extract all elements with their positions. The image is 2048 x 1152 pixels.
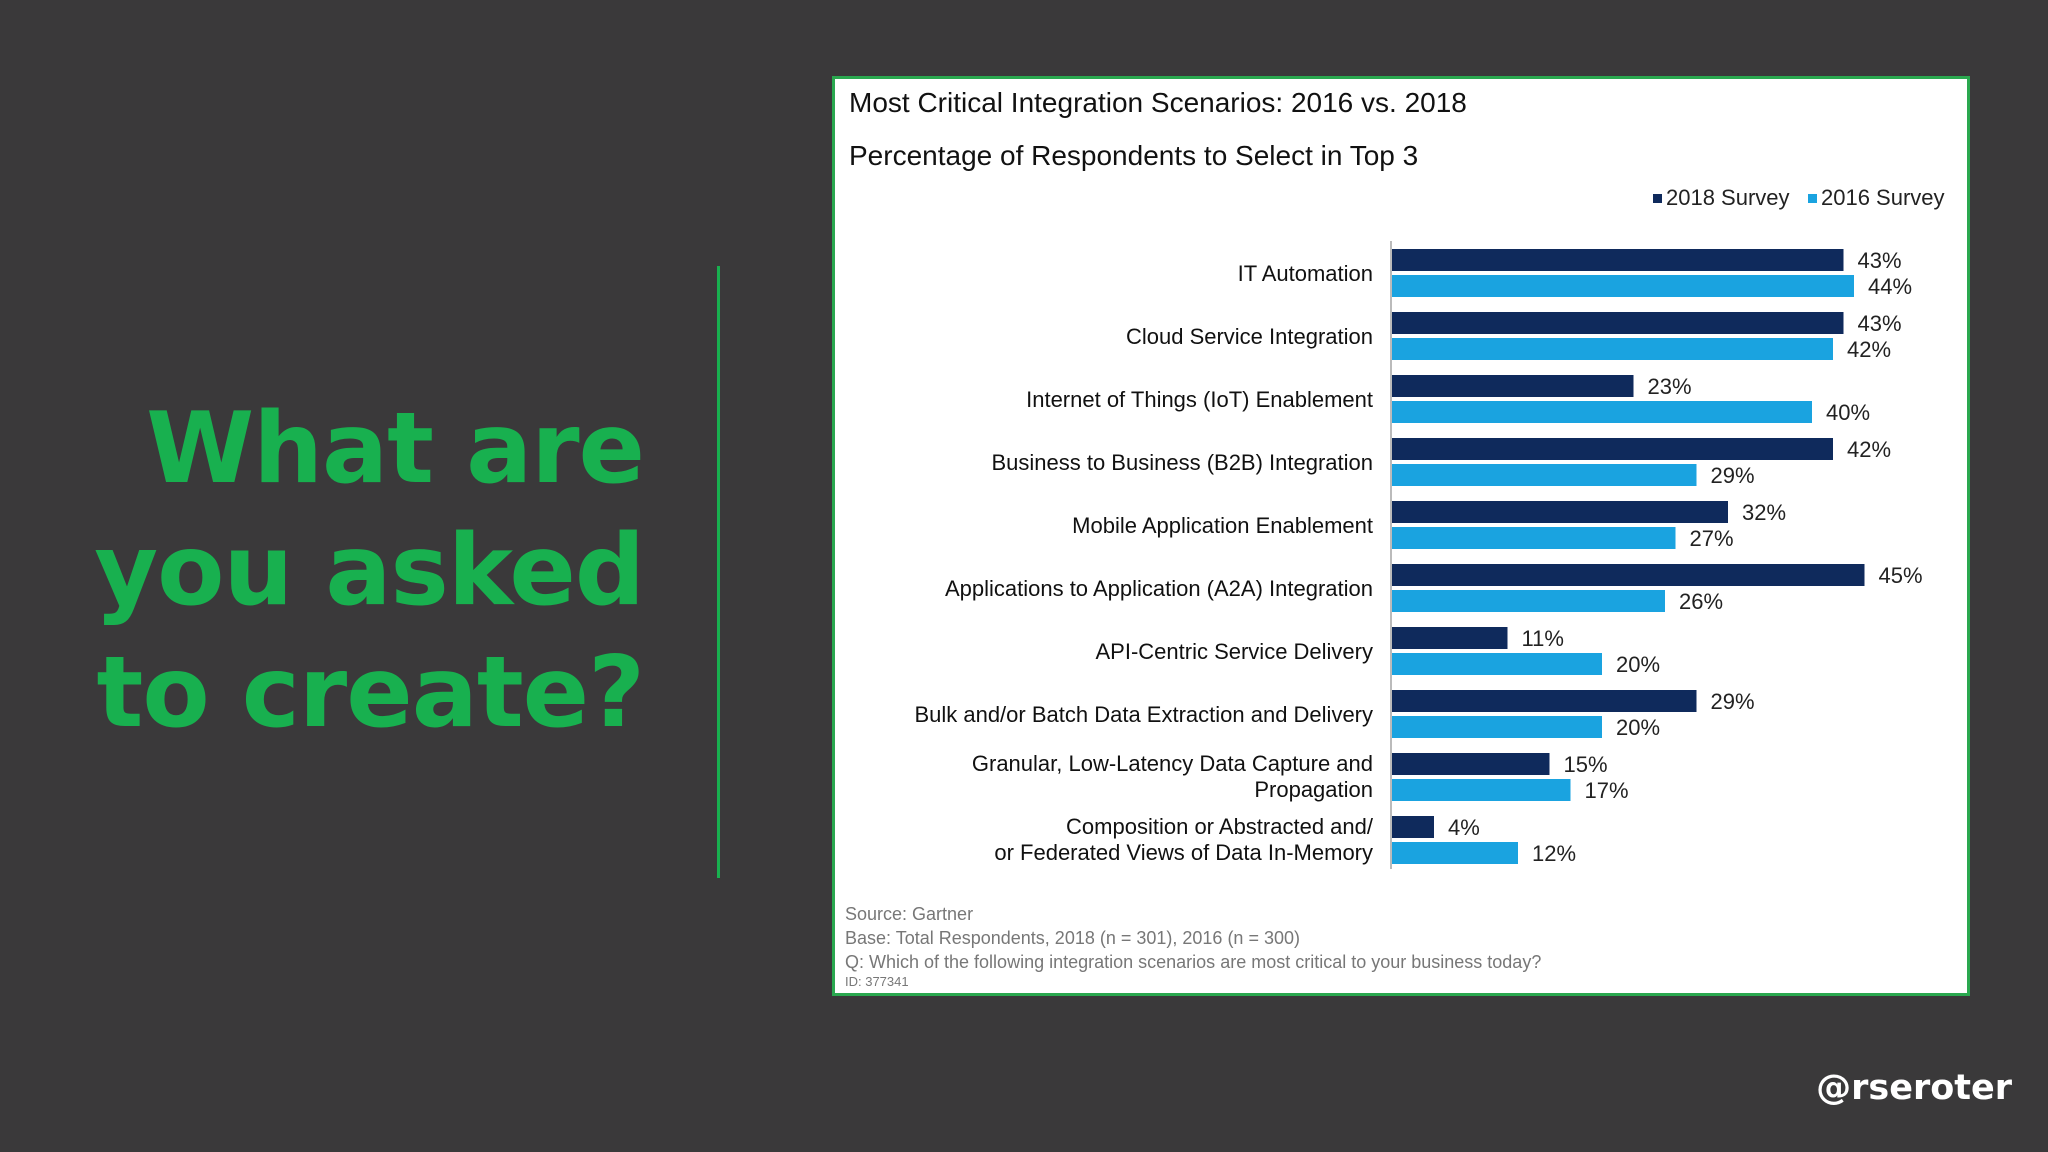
category-label: Mobile Application Enablement xyxy=(1072,513,1373,538)
bar-value-label: 12% xyxy=(1532,841,1576,866)
category-label: IT Automation xyxy=(1238,261,1373,286)
bar-2018-survey xyxy=(1392,564,1865,586)
bar-value-label: 45% xyxy=(1879,563,1923,588)
category-label-line: Propagation xyxy=(1254,777,1373,802)
category-label: Bulk and/or Batch Data Extraction and De… xyxy=(914,702,1373,727)
bar-value-label: 20% xyxy=(1616,715,1660,740)
category-label: Business to Business (B2B) Integration xyxy=(991,450,1373,475)
footnote-base: Base: Total Respondents, 2018 (n = 301),… xyxy=(845,928,1300,948)
category-label: Granular, Low-Latency Data Capture and Pr… xyxy=(972,751,1373,802)
category-label-line: Composition or Abstracted and/ xyxy=(1066,814,1374,839)
bar-2016-survey xyxy=(1392,464,1697,486)
bar-2016-survey xyxy=(1392,716,1602,738)
bar-2018-survey xyxy=(1392,375,1634,397)
headline-line: to create? xyxy=(96,636,645,750)
footnote-source: Source: Gartner xyxy=(845,904,973,924)
bar-value-label: 15% xyxy=(1564,752,1608,777)
bar-2018-survey xyxy=(1392,690,1697,712)
category-label-line: or Federated Views of Data In-Memory xyxy=(994,840,1373,865)
bar-2016-survey xyxy=(1392,779,1571,801)
category-label: Applications to Application (A2A) Integr… xyxy=(945,576,1373,601)
bar-value-label: 26% xyxy=(1679,589,1723,614)
headline-line: you asked xyxy=(94,514,645,628)
legend-swatch xyxy=(1808,194,1817,203)
category-label: Composition or Abstracted and/or Federat… xyxy=(994,814,1374,865)
bar-value-label: 29% xyxy=(1711,689,1755,714)
bar-value-label: 43% xyxy=(1858,311,1902,336)
category-label: API-Centric Service Delivery xyxy=(1095,639,1373,664)
category-label: Cloud Service Integration xyxy=(1126,324,1373,349)
bar-2018-survey xyxy=(1392,501,1728,523)
bar-value-label: 32% xyxy=(1742,500,1786,525)
bar-value-label: 40% xyxy=(1826,400,1870,425)
bar-value-label: 43% xyxy=(1858,248,1902,273)
chart-subtitle: Percentage of Respondents to Select in T… xyxy=(849,140,1418,171)
category-label-line: Granular, Low-Latency Data Capture and xyxy=(972,751,1373,776)
bar-2018-survey xyxy=(1392,753,1550,775)
footnote-question: Q: Which of the following integration sc… xyxy=(845,952,1541,972)
vertical-divider xyxy=(717,266,720,878)
legend-swatch xyxy=(1653,194,1662,203)
bar-value-label: 23% xyxy=(1648,374,1692,399)
bar-2018-survey xyxy=(1392,627,1508,649)
category-label: Internet of Things (IoT) Enablement xyxy=(1026,387,1373,412)
bar-2018-survey xyxy=(1392,249,1844,271)
legend-label: 2016 Survey xyxy=(1821,185,1945,210)
bar-value-label: 44% xyxy=(1868,274,1912,299)
chart-footnotes: Source: Gartner Base: Total Respondents,… xyxy=(845,904,1541,989)
bar-2016-survey xyxy=(1392,527,1676,549)
bar-value-label: 20% xyxy=(1616,652,1660,677)
bar-value-label: 4% xyxy=(1448,815,1480,840)
headline-line: What are xyxy=(146,392,645,506)
bar-2016-survey xyxy=(1392,590,1665,612)
bar-value-label: 17% xyxy=(1585,778,1629,803)
bar-2018-survey xyxy=(1392,438,1833,460)
bar-value-label: 42% xyxy=(1847,337,1891,362)
footnote-id: ID: 377341 xyxy=(845,974,909,989)
bar-2016-survey xyxy=(1392,842,1518,864)
bar-2016-survey xyxy=(1392,401,1812,423)
chart-title: Most Critical Integration Scenarios: 201… xyxy=(849,87,1467,118)
bar-value-label: 27% xyxy=(1690,526,1734,551)
chart-legend: 2018 Survey 2016 Survey xyxy=(1653,185,1945,210)
bar-chart: Most Critical Integration Scenarios: 201… xyxy=(845,87,1945,989)
bar-value-label: 29% xyxy=(1711,463,1755,488)
bar-2016-survey xyxy=(1392,275,1854,297)
bar-2016-survey xyxy=(1392,338,1833,360)
legend-label: 2018 Survey xyxy=(1666,185,1790,210)
chart-card: Most Critical Integration Scenarios: 201… xyxy=(832,76,1970,996)
bar-2016-survey xyxy=(1392,653,1602,675)
bar-2018-survey xyxy=(1392,816,1434,838)
bar-value-label: 11% xyxy=(1522,626,1564,651)
author-handle: @rseroter xyxy=(1816,1068,2012,1108)
bar-value-label: 42% xyxy=(1847,437,1891,462)
bar-2018-survey xyxy=(1392,312,1844,334)
slide-headline: What are you asked to create? xyxy=(84,388,645,754)
